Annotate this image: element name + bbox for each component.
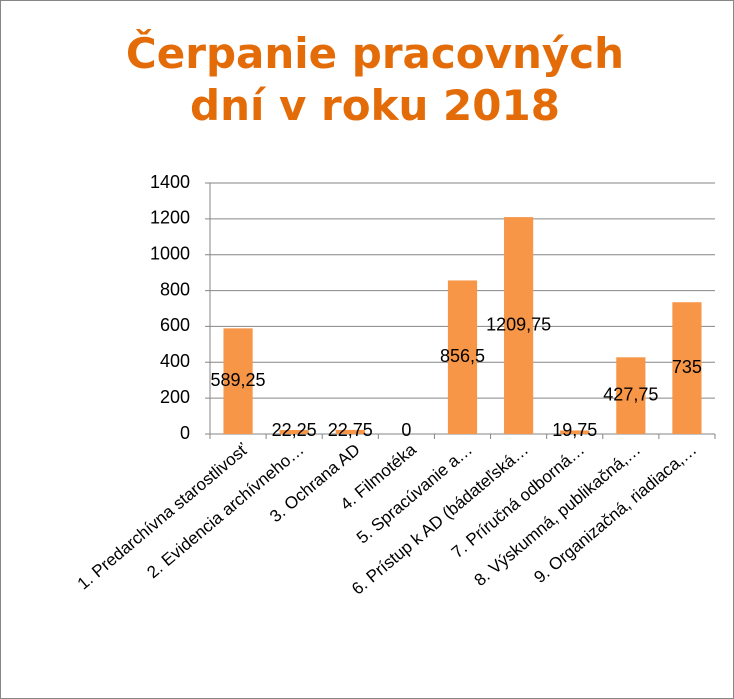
data-label: 22,75 xyxy=(328,420,373,440)
bar xyxy=(223,328,253,434)
y-tick-label: 400 xyxy=(160,351,190,371)
y-tick-label: 0 xyxy=(180,423,190,443)
data-label: 735 xyxy=(672,357,702,377)
data-label: 19,75 xyxy=(552,420,597,440)
y-tick-label: 1200 xyxy=(150,208,190,228)
data-label: 1209,75 xyxy=(486,314,551,334)
data-label: 856,5 xyxy=(440,346,485,366)
y-tick-label: 1400 xyxy=(150,172,190,192)
bar xyxy=(447,280,478,434)
chart-title: Čerpanie pracovných dní v roku 2018 xyxy=(125,29,625,130)
bar xyxy=(279,430,309,434)
bar xyxy=(672,302,702,434)
bar xyxy=(335,429,365,434)
y-tick-label: 1000 xyxy=(150,243,190,263)
data-label: 589,25 xyxy=(211,370,266,390)
bar xyxy=(504,217,534,434)
y-tick-label: 800 xyxy=(160,279,190,299)
bar xyxy=(560,430,590,434)
y-tick-label: 600 xyxy=(160,315,190,335)
data-label: 22,25 xyxy=(272,420,317,440)
bar xyxy=(616,357,646,434)
y-tick-label: 200 xyxy=(160,387,190,407)
data-label: 0 xyxy=(401,420,411,440)
data-label: 427,75 xyxy=(603,384,658,404)
